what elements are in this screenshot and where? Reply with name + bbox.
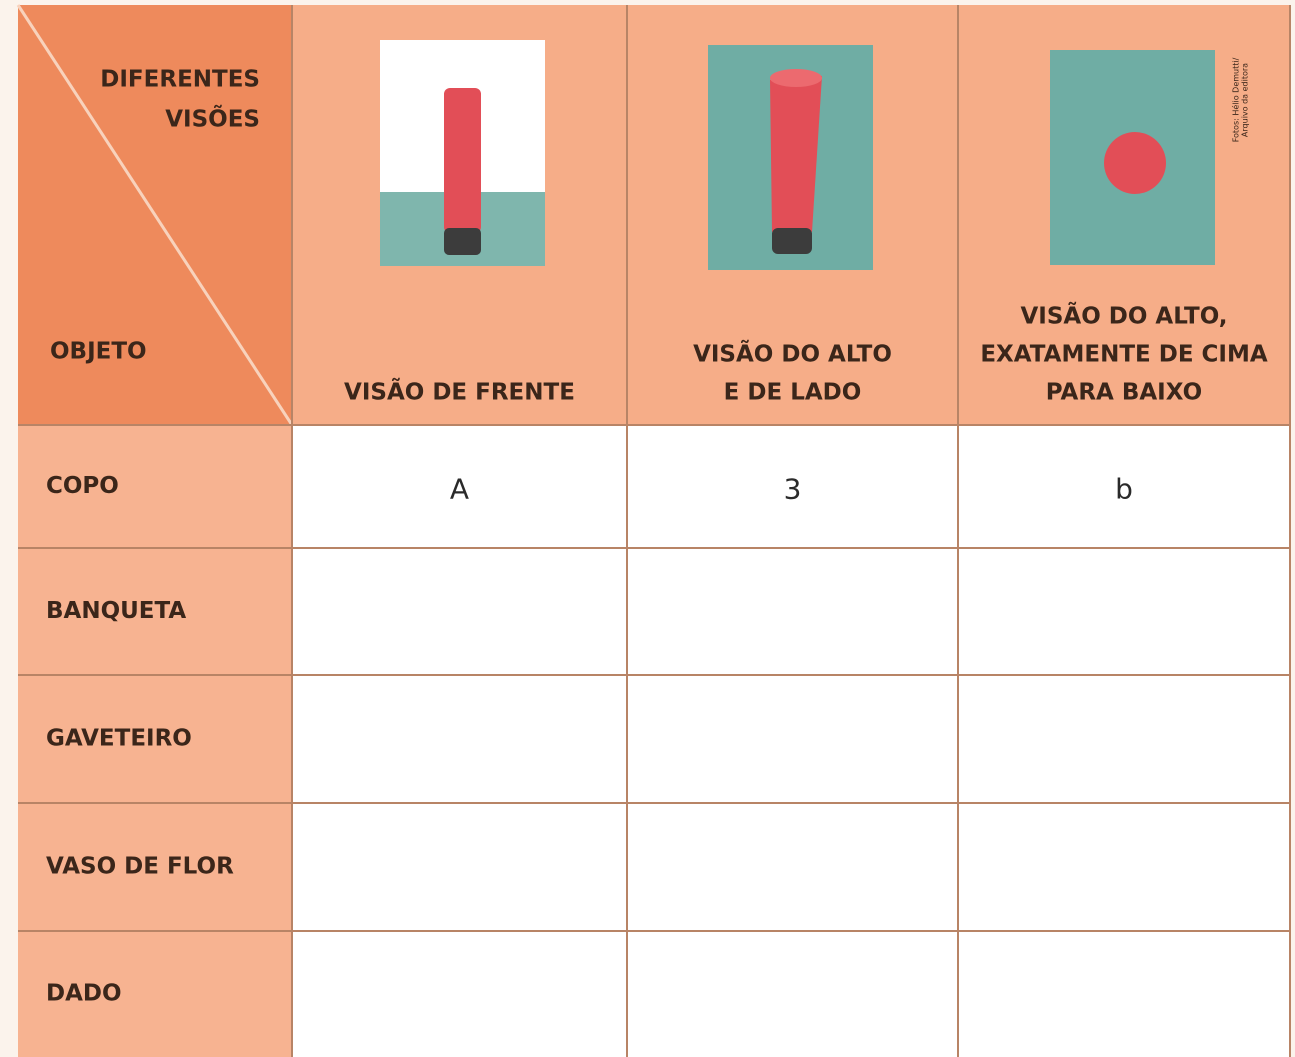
corner-bottom-label: OBJETO (50, 339, 147, 365)
row-label: BANQUETA (46, 598, 186, 624)
corner-diagonal (16, 4, 294, 426)
corner-top-label: VISÕES (165, 105, 260, 133)
column-header: VISÃO DO ALTO, (1020, 302, 1227, 330)
cell-text: b (1115, 473, 1133, 506)
row-label: VASO DE FLOR (46, 854, 234, 880)
photo-credit: Arquivo da editora (1241, 63, 1250, 137)
corner-top-label: DIFERENTES (100, 67, 260, 93)
image-top (1050, 50, 1215, 265)
grid (18, 5, 1291, 1057)
column-header: E DE LADO (724, 380, 862, 406)
body (292, 425, 1290, 1057)
photo-credit: Fotos: Hélio Demutti/ (1231, 57, 1241, 142)
cell-text: A (450, 473, 469, 506)
row-label: GAVETEIRO (46, 726, 192, 752)
row-label: DADO (46, 981, 122, 1007)
column-header: EXATAMENTE DE CIMA (980, 342, 1268, 368)
object-column (18, 425, 292, 1057)
image-front (380, 40, 545, 266)
image-top-side (708, 45, 873, 270)
cell-text: 3 (784, 473, 802, 506)
column-header: VISÃO DO ALTO (693, 340, 892, 368)
row-label: COPO (46, 473, 119, 499)
column-header: VISÃO DE FRENTE (344, 378, 575, 406)
column-header: PARA BAIXO (1046, 380, 1202, 406)
